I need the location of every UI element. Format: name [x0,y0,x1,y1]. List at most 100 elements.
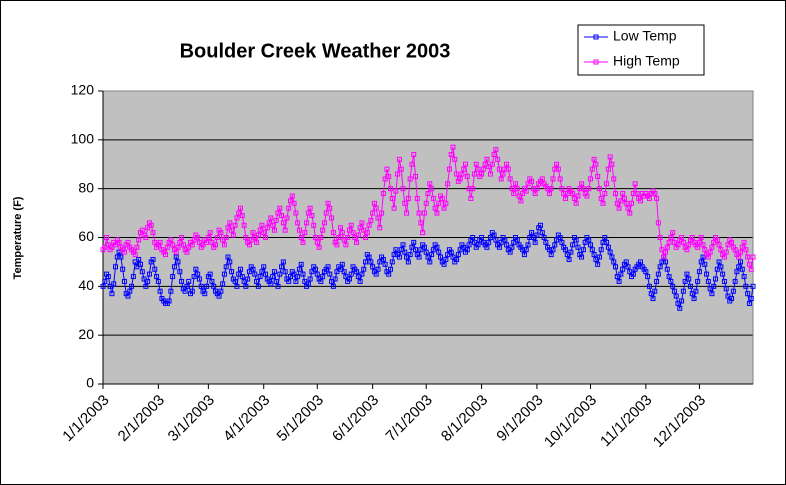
data-point [611,176,617,182]
data-point [454,171,460,177]
data-point [461,166,467,172]
data-point [298,235,304,240]
data-point [523,188,529,194]
data-point [309,213,315,219]
data-point [609,161,615,167]
data-point [321,220,327,226]
data-point [568,249,574,255]
data-point [279,264,285,270]
data-point [405,259,411,265]
data-point [304,220,310,226]
data-point [607,249,613,255]
data-point [243,235,249,240]
data-point [173,254,179,260]
data-point [714,237,720,243]
data-point [741,274,747,280]
data-point [563,247,568,253]
data-point [414,195,420,201]
data-point [548,252,554,258]
data-point [441,205,447,211]
data-point [732,247,738,253]
data-point [723,249,729,255]
data-point [723,286,729,292]
data-point [318,235,324,240]
data-point [680,288,686,294]
data-point [716,242,722,248]
data-point [146,271,152,277]
data-point [675,242,681,248]
data-point [318,278,324,284]
data-point [373,205,379,211]
data-point [525,242,531,248]
data-point [363,259,368,265]
data-point [375,266,381,272]
data-point [261,264,267,270]
data-point [471,171,477,177]
data-point [320,274,326,280]
data-point [384,166,390,172]
data-point [411,239,417,245]
data-point [311,222,317,228]
data-point [239,213,245,219]
data-point [421,244,427,250]
data-point [616,205,622,211]
data-point [455,252,461,258]
data-point [580,247,586,253]
data-point [513,181,518,187]
data-point [470,235,476,240]
data-point [246,242,252,248]
data-point [459,171,465,177]
data-point [541,235,547,240]
legend-marker [593,59,599,65]
data-point [746,300,752,306]
data-point [289,193,295,199]
data-point [261,230,267,236]
data-point [623,200,629,206]
data-point [354,269,360,275]
data-point [713,276,718,282]
data-point [359,271,365,277]
data-point [196,276,202,282]
data-point [604,181,610,187]
data-point [654,195,660,201]
data-point [327,205,333,211]
data-point [446,166,452,172]
data-point [491,232,497,238]
data-point [295,220,301,226]
data-point [366,254,372,260]
data-point [509,244,515,250]
data-point [475,166,481,172]
data-point [663,249,668,255]
data-point [468,195,474,201]
data-point [370,264,376,270]
data-point [514,186,520,192]
data-point [746,261,752,267]
data-point [670,230,676,236]
data-point [514,237,520,243]
data-point [329,215,335,221]
data-point [579,254,585,260]
data-point [738,249,743,255]
data-point [686,276,692,282]
data-point [214,235,220,240]
data-point [613,191,618,197]
data-point [423,249,429,255]
data-point [234,215,240,221]
data-point [496,166,502,172]
data-point [429,252,435,258]
data-point [125,239,131,245]
data-point [504,242,510,248]
data-point [373,271,379,277]
data-point [139,227,145,233]
data-point [538,222,543,228]
data-point [434,244,440,250]
data-point [573,237,579,243]
data-point [134,244,140,250]
data-point [550,247,556,253]
data-point [380,191,386,197]
data-point [620,191,626,197]
data-point [239,274,245,280]
data-point [607,154,613,160]
data-point [702,261,708,267]
data-point [225,254,231,260]
